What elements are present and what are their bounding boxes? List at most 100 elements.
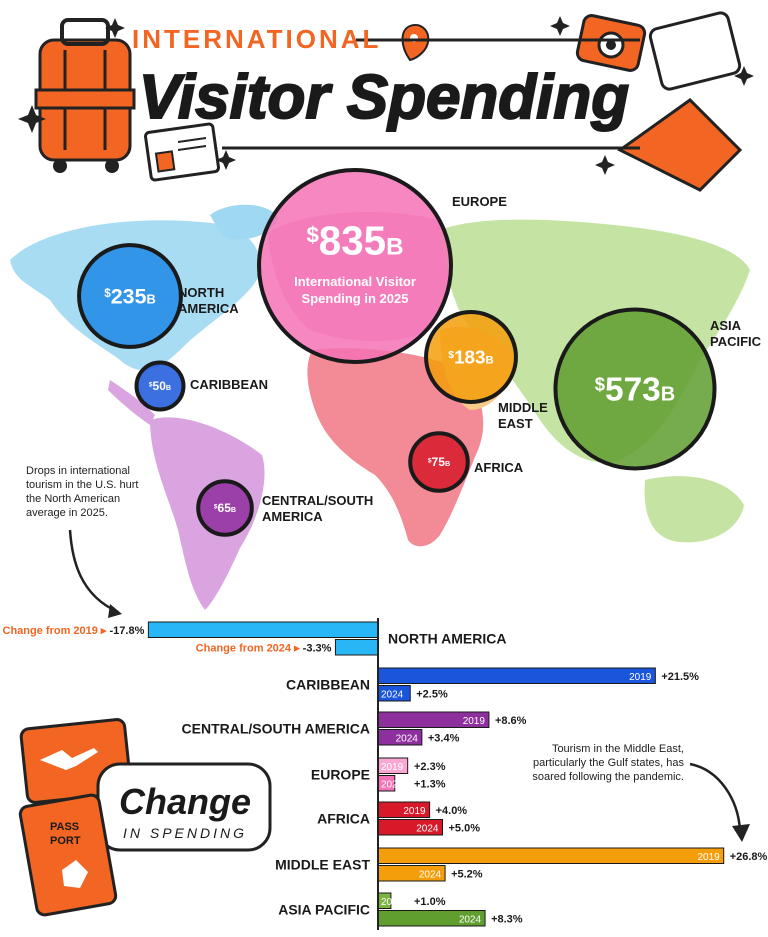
label-asia-pacific-2: PACIFIC bbox=[710, 334, 762, 349]
bubble-3: $65B bbox=[196, 479, 254, 537]
bar-row: AFRICA 2019 +4.0% 2024 +5.0% bbox=[317, 801, 480, 836]
change-from-label: Change from 2019 ▸ -17.8% bbox=[3, 625, 145, 637]
bar-row: NORTH AMERICA Change from 2019 ▸ -17.8% Ch… bbox=[3, 621, 506, 656]
bubble-amount: $75B bbox=[428, 455, 450, 469]
change-title: Change bbox=[119, 781, 251, 822]
bubble-circle bbox=[424, 310, 518, 404]
label-middle-east-2: EAST bbox=[498, 416, 533, 431]
label-central-south-2: AMERICA bbox=[262, 509, 323, 524]
note-left-line: average in 2025. bbox=[26, 507, 108, 519]
bar-year-label: 2024 bbox=[381, 780, 404, 791]
arrow-icon bbox=[689, 762, 742, 831]
bubble-0: $835B International Visitor Spending in 20… bbox=[257, 168, 453, 364]
oceania-landmass bbox=[644, 476, 744, 543]
category-label: EUROPE bbox=[311, 767, 370, 783]
bubble-circle bbox=[408, 431, 470, 493]
header-title: Visitor Spending bbox=[139, 63, 629, 132]
change-from-label: Change from 2024 ▸ -3.3% bbox=[196, 643, 332, 655]
luggage-tag-icon bbox=[617, 11, 743, 192]
map-labels: EUROPE NORTH AMERICA CARIBBEAN CENTRAL/S… bbox=[178, 194, 762, 524]
note-right: Tourism in the Middle East, particularly… bbox=[532, 743, 750, 842]
bar-year-label: 2024 bbox=[459, 915, 482, 926]
bar-year-label: 2024 bbox=[381, 690, 404, 701]
bubble-circle bbox=[134, 360, 186, 412]
bar-2019 bbox=[147, 621, 379, 638]
bubble-circle bbox=[553, 307, 717, 471]
label-north-america-1: NORTH bbox=[178, 285, 224, 300]
label-central-south-1: CENTRAL/SOUTH bbox=[262, 493, 373, 508]
bar-value-label: +4.0% bbox=[436, 805, 468, 817]
africa-landmass bbox=[307, 348, 484, 547]
bar-year-label: 2019 bbox=[403, 806, 426, 817]
note-right-line: Tourism in the Middle East, bbox=[552, 743, 684, 755]
note-left: Drops in international tourism in the U.… bbox=[26, 465, 139, 618]
bar-row: CENTRAL/SOUTH AMERICA 2019 +8.6% 2024 +3.4% bbox=[182, 711, 527, 746]
change-subtitle: IN SPENDING bbox=[123, 825, 247, 841]
bar-value-label: +8.6% bbox=[495, 715, 527, 727]
bar-year-label: 2024 bbox=[419, 870, 442, 881]
arrowhead-icon bbox=[108, 604, 122, 618]
bar-value-label: +26.8% bbox=[730, 851, 768, 863]
bar-year-label: 2024 bbox=[416, 824, 439, 835]
bubble-caption: International Visitor bbox=[294, 274, 416, 289]
spending-bubbles: $835B International Visitor Spending in 20… bbox=[77, 168, 717, 537]
change-panel: Change IN SPENDING PASS PORT bbox=[18, 718, 272, 917]
bubble-circle bbox=[196, 479, 254, 537]
bubble-amount: $235B bbox=[104, 284, 155, 308]
bubble-circle bbox=[77, 243, 183, 349]
label-africa: AFRICA bbox=[474, 460, 524, 475]
sparkle-icon bbox=[18, 16, 754, 175]
bar-row: CARIBBEAN 2019 +21.5% 2024 +2.5% bbox=[286, 667, 699, 702]
suitcase-icon bbox=[34, 18, 136, 173]
bar-year-label: 2019 bbox=[629, 672, 652, 683]
camera-icon bbox=[575, 14, 647, 72]
bubble-5: $75B bbox=[408, 431, 470, 493]
bar-row: MIDDLE EAST 2019 +26.8% 2024 +5.2% bbox=[275, 847, 768, 882]
bubble-6: $573B bbox=[553, 307, 717, 471]
category-label: CENTRAL/SOUTH AMERICA bbox=[182, 721, 370, 737]
arrowhead-icon bbox=[732, 824, 750, 842]
passport-text: PORT bbox=[50, 835, 81, 847]
label-north-america-2: AMERICA bbox=[178, 301, 239, 316]
map-pin-icon bbox=[401, 24, 430, 62]
bar-2019 bbox=[377, 847, 725, 864]
bar-year-label: 2019 bbox=[463, 716, 486, 727]
bar-2024 bbox=[334, 639, 379, 656]
bubble-amount: $183B bbox=[448, 347, 493, 368]
bubble-amount: $573B bbox=[595, 372, 675, 409]
category-label: CARIBBEAN bbox=[286, 677, 370, 693]
change-chart: NORTH AMERICA Change from 2019 ▸ -17.8% Ch… bbox=[3, 621, 768, 927]
bubble-2: $50B bbox=[134, 360, 186, 412]
header: INTERNATIONAL Visitor Spending bbox=[18, 11, 754, 192]
passport-icon bbox=[18, 793, 118, 917]
greenland-landmass bbox=[210, 204, 278, 240]
bar-value-label: +5.2% bbox=[451, 869, 483, 881]
header-kicker: INTERNATIONAL bbox=[132, 24, 381, 54]
passport-text: PASS bbox=[50, 821, 79, 833]
bar-value-label: +2.3% bbox=[414, 761, 446, 773]
bar-2019 bbox=[377, 667, 656, 684]
label-middle-east-1: MIDDLE bbox=[498, 400, 548, 415]
bubble-amount: $65B bbox=[214, 501, 236, 515]
note-left-line: the North American bbox=[26, 493, 120, 505]
category-label: MIDDLE EAST bbox=[275, 857, 370, 873]
note-left-line: Drops in international bbox=[26, 465, 130, 477]
bar-year-label: 2019 bbox=[381, 762, 404, 773]
bubble-amount: $835B bbox=[306, 217, 403, 263]
bar-value-label: +3.4% bbox=[428, 733, 460, 745]
category-label: NORTH AMERICA bbox=[388, 631, 506, 647]
bar-value-label: +21.5% bbox=[661, 671, 699, 683]
label-caribbean: CARIBBEAN bbox=[190, 377, 268, 392]
category-label: AFRICA bbox=[317, 811, 370, 827]
bar-row: ASIA PACIFIC 2019 +1.0% 2024 +8.3% bbox=[278, 892, 523, 927]
bar-value-label: +8.3% bbox=[491, 914, 523, 926]
bar-year-label: 2019 bbox=[381, 897, 404, 908]
bubble-caption: Spending in 2025 bbox=[302, 291, 409, 306]
bubble-amount: $50B bbox=[149, 379, 171, 393]
label-europe: EUROPE bbox=[452, 194, 507, 209]
globe-icon bbox=[62, 860, 88, 888]
bar-value-label: +1.0% bbox=[414, 896, 446, 908]
bar-value-label: +1.3% bbox=[414, 779, 446, 791]
bubble-circle bbox=[257, 168, 453, 364]
